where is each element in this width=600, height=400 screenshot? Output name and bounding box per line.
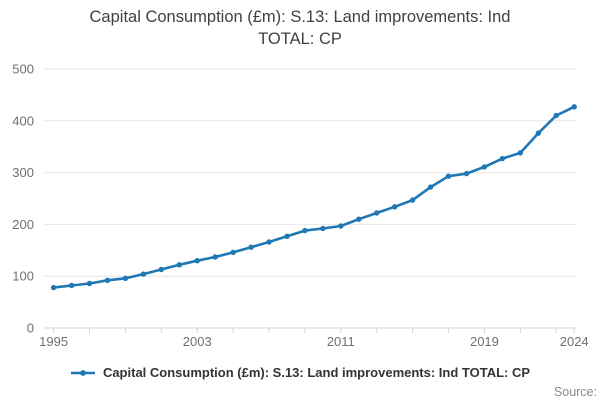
data-point-2004[interactable] xyxy=(212,254,218,260)
x-tick-label-2003: 2003 xyxy=(183,334,212,349)
data-point-2017[interactable] xyxy=(445,173,452,179)
x-tick-label-2011: 2011 xyxy=(327,334,355,349)
x-axis xyxy=(44,327,577,333)
data-point-2001[interactable] xyxy=(158,266,164,273)
data-point-2008[interactable] xyxy=(284,233,290,239)
data-point-1998[interactable] xyxy=(104,277,111,283)
y-tick-label-100: 100 xyxy=(12,269,34,284)
data-point-1999[interactable] xyxy=(122,275,129,281)
y-tick-label-200: 200 xyxy=(12,217,34,232)
data-point-2023[interactable] xyxy=(553,112,559,119)
legend-series-label: Capital Consumption (£m): S.13: Land imp… xyxy=(102,365,531,380)
data-point-2011[interactable] xyxy=(338,223,344,229)
chart-title-text: Capital Consumption (£m): S.13: Land imp… xyxy=(89,8,511,48)
y-tick-label-400: 400 xyxy=(12,113,34,128)
x-axis-labels: 1995 2003 2011 2019 2024 xyxy=(39,334,589,349)
data-point-2012[interactable] xyxy=(356,216,362,222)
data-point-1997[interactable] xyxy=(86,280,93,287)
y-tick-label-0: 0 xyxy=(27,321,34,336)
series-line xyxy=(52,105,576,289)
chart-title: Capital Consumption (£m): S.13: Land imp… xyxy=(0,7,600,51)
data-point-2010[interactable] xyxy=(320,225,326,232)
y-tick-label-300: 300 xyxy=(12,165,34,180)
y-gridlines xyxy=(44,68,577,277)
x-tick-label-2019: 2019 xyxy=(470,334,499,349)
data-point-2024[interactable] xyxy=(571,104,577,110)
source-label: Source: xyxy=(553,385,597,399)
x-tick-label-2024: 2024 xyxy=(560,334,589,349)
data-point-2016[interactable] xyxy=(427,184,434,190)
data-point-2021[interactable] xyxy=(517,150,523,156)
data-point-2003[interactable] xyxy=(194,258,200,264)
x-tick-label-1995: 1995 xyxy=(39,334,68,349)
data-point-1995[interactable] xyxy=(50,284,57,291)
legend[interactable]: Capital Consumption (£m): S.13: Land imp… xyxy=(0,365,600,380)
data-point-1996[interactable] xyxy=(68,282,75,289)
data-point-2006[interactable] xyxy=(248,244,254,250)
data-point-2009[interactable] xyxy=(302,227,308,234)
data-point-2005[interactable] xyxy=(230,249,236,256)
y-tick-label-500: 500 xyxy=(12,62,34,77)
data-point-2018[interactable] xyxy=(463,170,470,177)
data-point-2002[interactable] xyxy=(176,262,182,268)
y-axis-labels: 0 100 200 300 400 500 xyxy=(12,62,34,336)
data-point-2020[interactable] xyxy=(499,155,506,162)
data-point-2014[interactable] xyxy=(392,204,398,210)
data-point-2013[interactable] xyxy=(374,210,380,216)
data-point-2019[interactable] xyxy=(481,164,488,170)
line-with-dot-icon xyxy=(70,369,95,376)
data-point-2007[interactable] xyxy=(266,239,272,245)
data-point-2015[interactable] xyxy=(409,197,416,203)
data-point-2022[interactable] xyxy=(535,130,541,136)
series-markers xyxy=(50,104,577,291)
data-point-2000[interactable] xyxy=(140,271,147,277)
